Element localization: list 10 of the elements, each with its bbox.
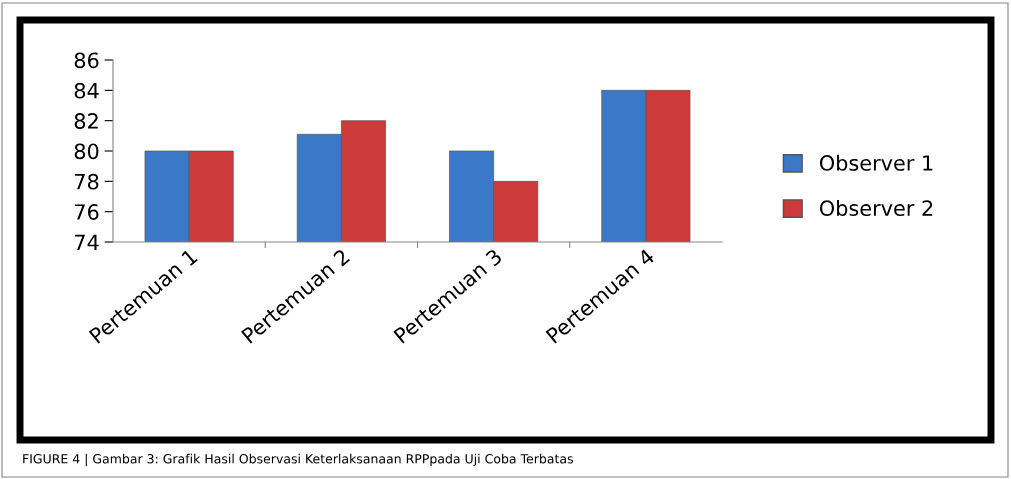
y-tick-label: 82 xyxy=(74,113,98,129)
y-tick-label: 86 xyxy=(74,52,99,69)
y-tick-label: 80 xyxy=(74,143,99,160)
y-tick-label: 76 xyxy=(75,204,99,220)
legend-label: Observer 1 xyxy=(819,154,933,171)
y-tick-label: 74 xyxy=(75,234,99,250)
y-tick-label: 84 xyxy=(74,82,99,99)
caption: FIGURE 4 | Gambar 3: Grafik Hasil Observasi Keterlaksanaan RPPpada Uji Coba Terbatas xyxy=(23,453,573,467)
legend-label: Observer 2 xyxy=(819,199,933,217)
y-tick-label: 78 xyxy=(75,173,99,190)
